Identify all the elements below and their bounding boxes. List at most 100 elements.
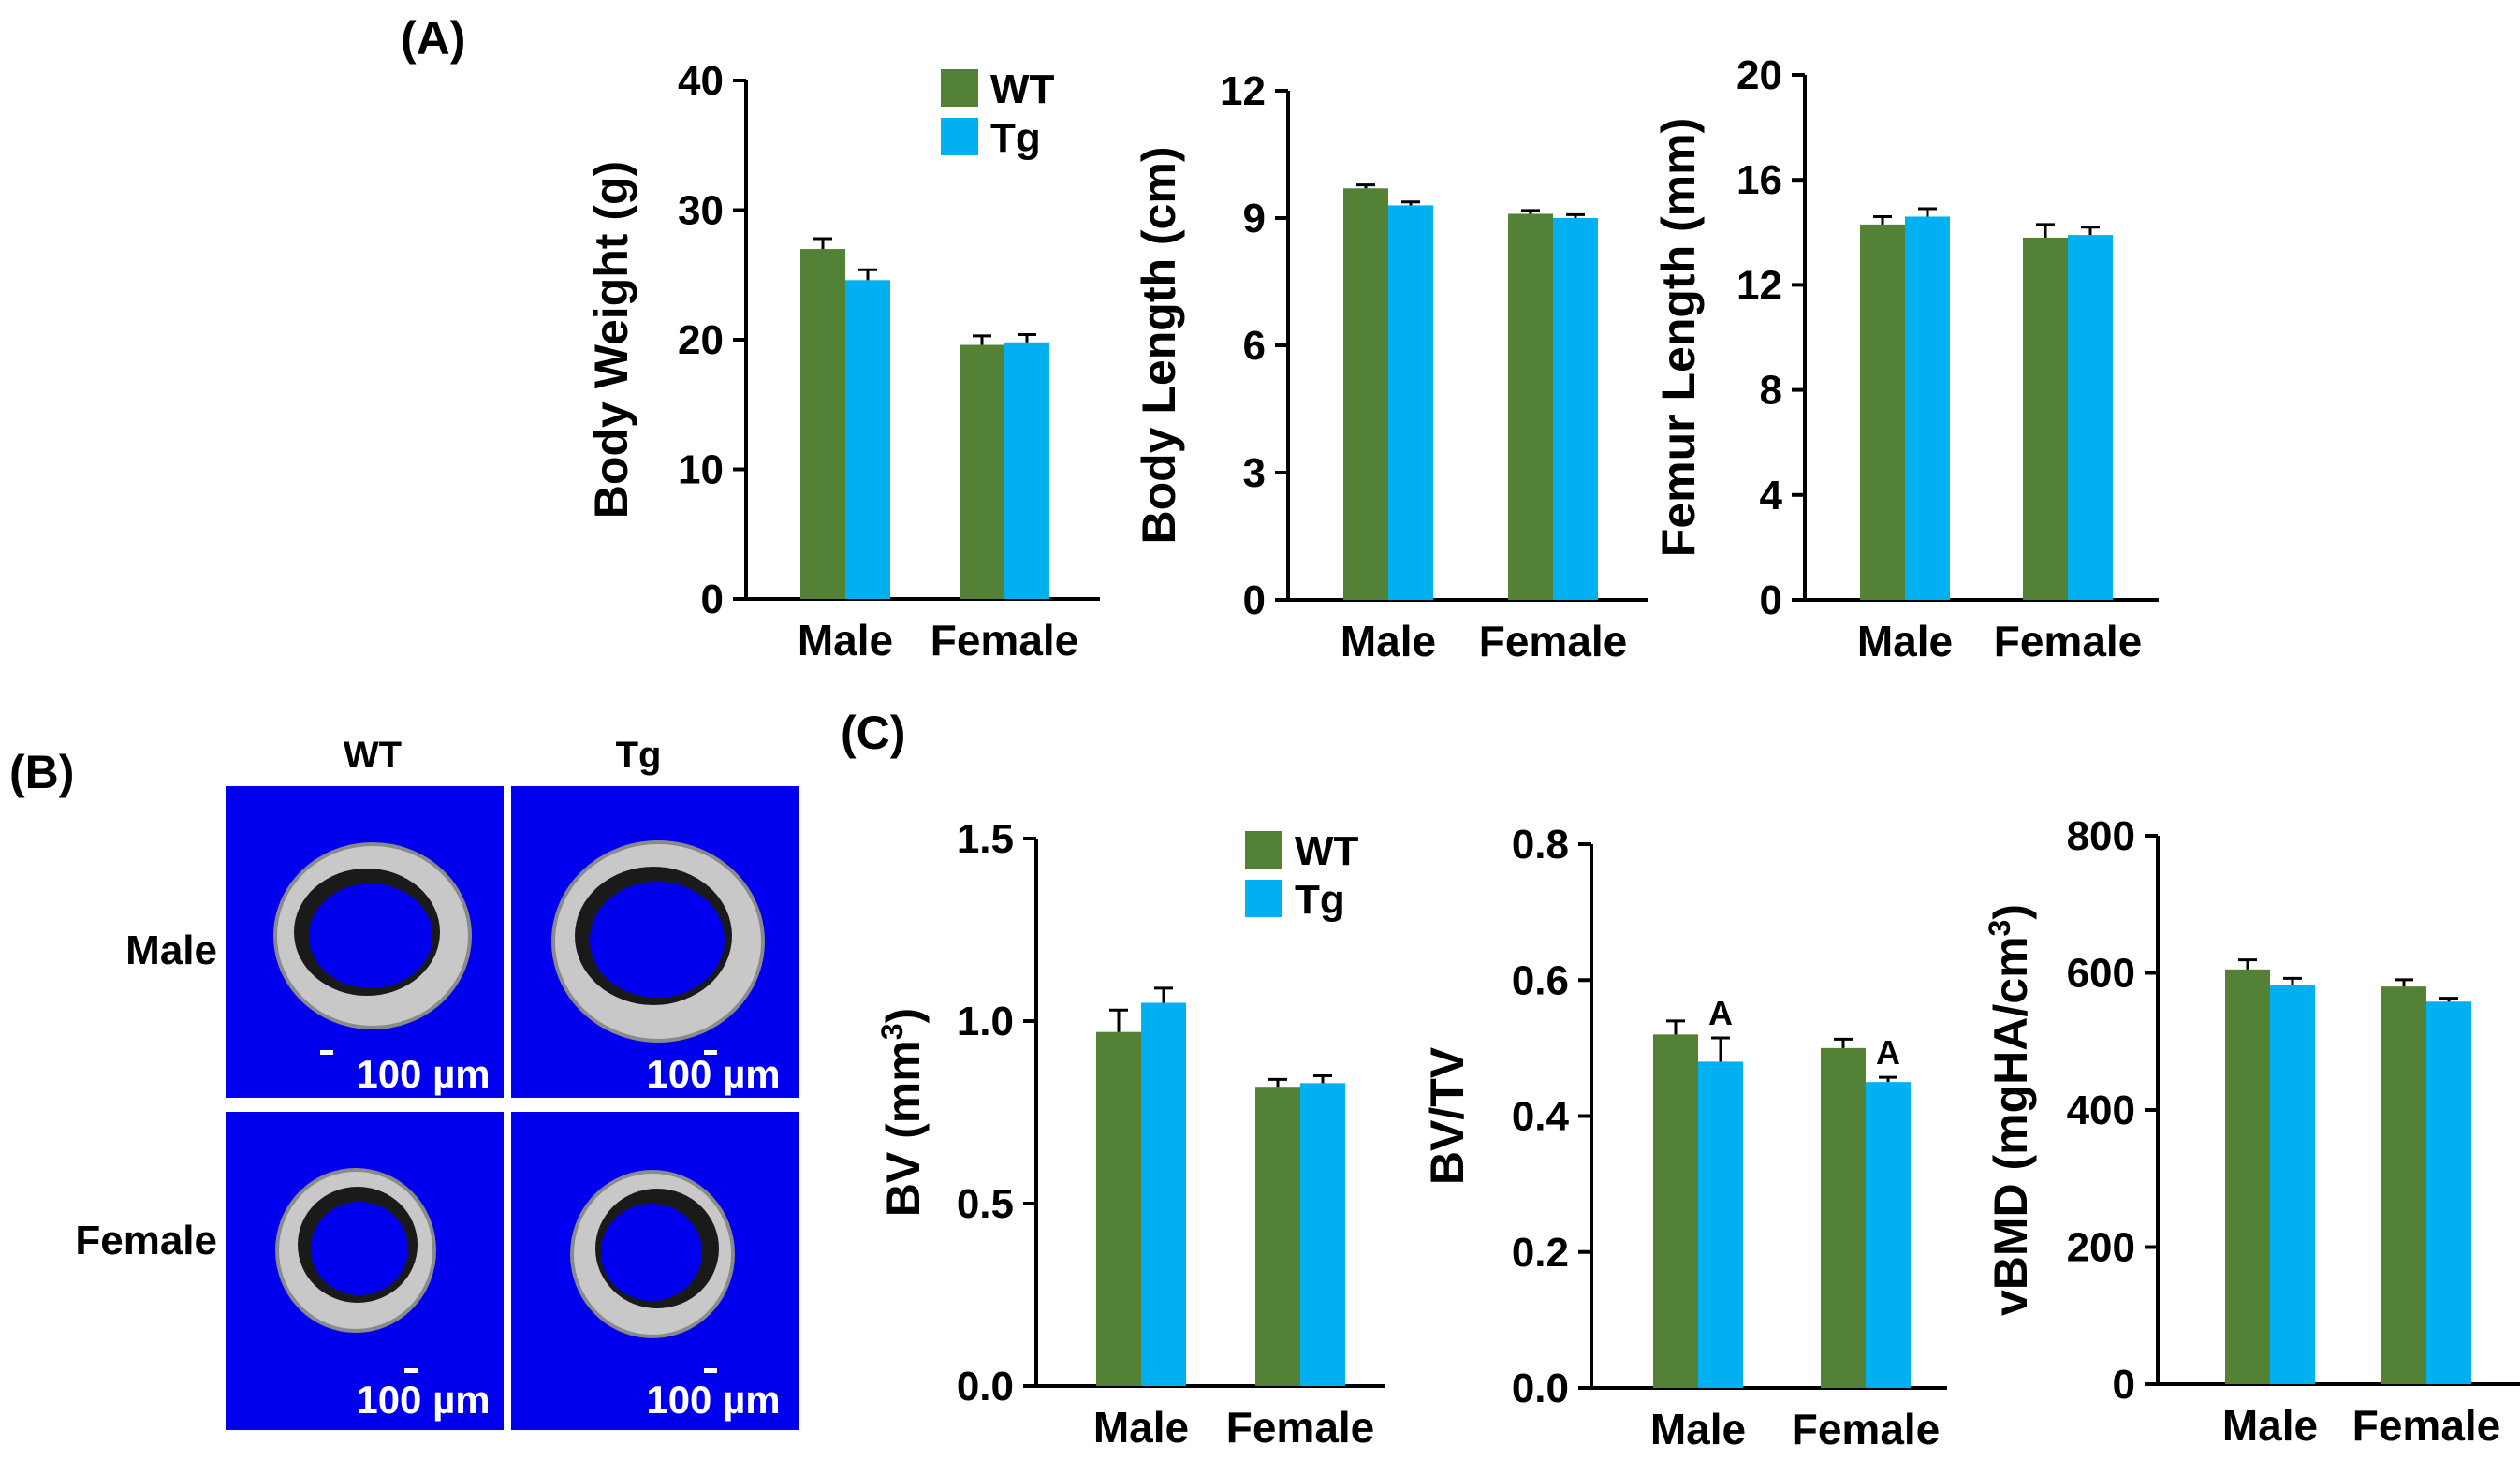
chart-vbmd: 0 200 400 600 800 Male Female vBMD (mgHA/cm3) [1983,813,2520,1450]
ct-panel: WT Tg Male Female 100 µm 100 µm 10 [75,735,799,1430]
x-tick-label: Male [1857,617,1953,665]
y-tick-label: 1.5 [957,816,1014,862]
scale-bar-label: 100 µm [356,1378,490,1422]
y-tick-label: 8 [1760,368,1782,414]
chart-femur-length: 0 4 8 12 16 20 Male Female Femur Length (mm) [1652,52,2159,665]
y-tick-label: 12 [1220,68,1266,114]
x-tick-label: Male [1093,1403,1189,1452]
y-tick-label: 0.6 [1512,957,1569,1003]
bar-tg-male [2270,985,2315,1384]
bar-wt-female [1821,1047,1866,1388]
y-tick-label: 0.4 [1512,1094,1570,1140]
y-axis-label: vBMD (mgHA/cm3) [1983,904,2037,1316]
ct-image-male-wt: 100 µm [226,786,504,1098]
bar-wt-male [1653,1034,1698,1388]
x-tick-label: Female [2352,1401,2501,1450]
y-tick-label: 20 [678,317,724,363]
y-tick-label: 16 [1736,157,1782,203]
bar-wt-male [2225,969,2270,1384]
y-tick-label: 0 [2113,1362,2135,1408]
ct-row-label-male: Male [125,927,217,973]
legend-panel-a: WT Tg [941,66,1055,161]
y-tick-label: 0 [1243,577,1266,623]
ct-image-female-wt: 100 µm [226,1112,504,1430]
panel-label-b: (B) [9,746,74,798]
y-axis-label: Body Length (cm) [1133,147,1185,545]
chart-body-weight: 0 10 20 30 40 Male Female Body Weight (g) [585,58,1100,664]
bar-tg-male [1698,1061,1743,1388]
y-axis-label: BV/TV [1421,1046,1473,1185]
scale-bar-label: 100 µm [646,1378,780,1422]
panel-label-c: (C) [841,707,905,759]
y-axis-label: Femur Length (mm) [1652,118,1705,557]
chart-bv-tv: 0.0 0.2 0.4 0.6 0.8 Male Female A A BV/TV [1421,822,1947,1453]
bar-tg-female [1300,1083,1345,1386]
x-tick-label: Male [2222,1401,2318,1450]
y-tick-label: 0 [1760,577,1782,623]
y-tick-label: 0.2 [1512,1230,1569,1276]
x-tick-label: Female [1994,617,2143,665]
x-tick-label: Male [798,616,893,664]
bar-tg-female [2426,1001,2471,1384]
y-tick-label: 0.0 [1512,1365,1569,1411]
x-tick-label: Male [1341,617,1436,665]
bar-wt-female [2023,237,2068,600]
bar-wt-male [1343,188,1388,600]
scale-bar-label: 100 µm [356,1052,490,1096]
bar-wt-female [960,344,1004,599]
legend-swatch-wt [1245,831,1282,869]
y-tick-label: 200 [2067,1225,2135,1271]
legend-panel-c: WT Tg [1245,828,1359,923]
bar-wt-male [1860,224,1905,600]
legend-swatch-wt [941,69,978,107]
y-tick-label: 6 [1243,323,1266,369]
y-axis-label: BV (mm3) [875,1008,930,1217]
x-tick-label: Female [930,616,1079,664]
ct-image-female-tg: 100 µm [511,1112,799,1430]
bar-tg-female [1553,218,1598,600]
bar-tg-male [1141,1002,1186,1386]
x-tick-label: Female [1479,617,1628,665]
significance-label: A [1708,994,1733,1032]
y-tick-label: 20 [1736,52,1782,98]
x-tick-label: Male [1650,1405,1746,1453]
chart-bv: 0.0 0.5 1.0 1.5 Male Female BV (mm3) [875,816,1385,1452]
bar-tg-male [1905,216,1950,600]
legend-swatch-tg [941,118,978,155]
y-tick-label: 40 [678,58,724,104]
ct-row-label-female: Female [75,1218,217,1263]
x-tick-label: Female [1226,1403,1375,1452]
x-tick-label: Female [1792,1405,1941,1453]
y-tick-label: 400 [2067,1088,2135,1133]
bar-tg-male [1388,205,1433,600]
y-tick-label: 30 [678,188,724,234]
bar-wt-female [1255,1087,1300,1386]
ct-column-label-tg: Tg [616,735,662,776]
bar-tg-female [1866,1082,1911,1388]
legend-label-tg: Tg [990,115,1041,161]
legend-label-tg: Tg [1295,877,1345,923]
y-tick-label: 3 [1243,450,1266,496]
bar-wt-female [1508,213,1553,600]
y-tick-label: 0.0 [957,1364,1014,1409]
y-axis-label: Body Weight (g) [585,161,637,518]
y-tick-label: 600 [2067,951,2135,997]
legend-swatch-tg [1245,880,1282,917]
bar-wt-male [1096,1031,1141,1386]
bar-wt-female [2381,986,2426,1384]
y-tick-label: 10 [678,447,724,493]
y-tick-label: 9 [1243,196,1266,241]
bar-tg-male [845,280,890,599]
bar-tg-female [2068,235,2113,601]
y-tick-label: 0 [701,577,724,622]
ct-image-male-tg: 100 µm [511,786,799,1098]
significance-label: A [1876,1033,1900,1072]
legend-label-wt: WT [1295,828,1359,874]
y-tick-label: 12 [1736,262,1782,308]
y-tick-label: 800 [2067,813,2135,859]
y-tick-label: 1.0 [957,999,1014,1044]
ct-column-label-wt: WT [344,735,402,776]
bar-wt-male [800,249,845,599]
chart-body-length: 0 3 6 9 12 Male Female Body Length (cm) [1133,68,1648,665]
